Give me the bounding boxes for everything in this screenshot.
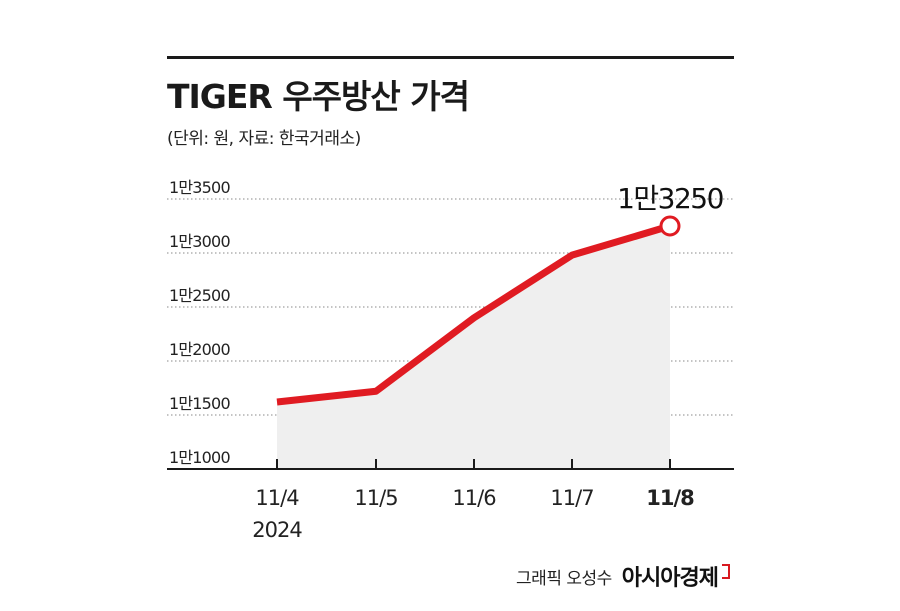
y-tick-label: 1만1000 bbox=[169, 448, 230, 467]
y-tick-label: 1만2000 bbox=[169, 340, 230, 359]
y-tick-label: 1만2500 bbox=[169, 286, 230, 305]
y-tick-labels: 1만1000 1만1500 1만2000 1만2500 1만3000 1만3500 bbox=[169, 178, 231, 467]
x-tick-labels: 11/4 2024 11/5 11/6 11/7 11/8 bbox=[252, 486, 695, 542]
top-rule bbox=[167, 56, 734, 59]
endpoint-value-label: 1만3250 bbox=[617, 182, 723, 215]
y-tick-label: 1만3000 bbox=[169, 232, 230, 251]
x-tick-sublabel: 2024 bbox=[252, 518, 302, 542]
x-tick-label: 11/4 bbox=[255, 486, 299, 510]
credit-designer: 그래픽 오성수 bbox=[516, 568, 612, 589]
area-fill bbox=[277, 226, 670, 469]
endpoint-marker bbox=[659, 215, 681, 237]
credit: 그래픽 오성수 아시아경제 bbox=[516, 560, 730, 592]
y-tick-label: 1만3500 bbox=[169, 178, 230, 197]
brand-mark-icon bbox=[722, 563, 730, 579]
chart-subtitle: (단위: 원, 자료: 한국거래소) bbox=[167, 129, 361, 149]
x-tick-label: 11/5 bbox=[354, 486, 397, 510]
x-tick-label: 11/7 bbox=[550, 486, 593, 510]
price-series: 1만3250 bbox=[276, 182, 724, 406]
area-under-line bbox=[277, 226, 670, 469]
chart-title: TIGER 우주방산 가격 bbox=[167, 77, 470, 116]
x-tick-label: 11/6 bbox=[452, 486, 496, 510]
y-tick-label: 1만1500 bbox=[169, 394, 230, 413]
axes bbox=[167, 459, 734, 470]
x-tick-label: 11/8 bbox=[646, 486, 694, 510]
brand-logo-text: 아시아경제 bbox=[621, 566, 719, 591]
price-line bbox=[276, 222, 671, 406]
